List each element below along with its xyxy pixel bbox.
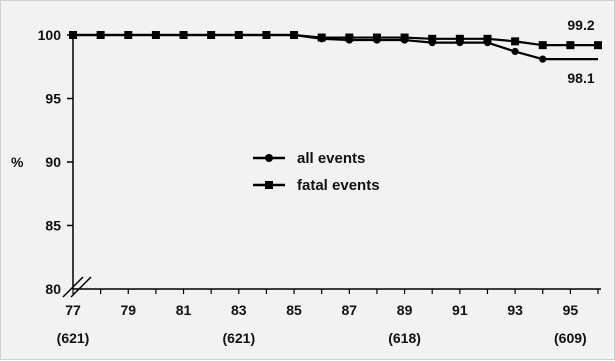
x-tick-label: 87 [342,302,358,318]
x-tick-label: 85 [286,302,302,318]
point-fatal-events [290,31,299,39]
point-fatal-events [262,31,271,39]
x-tick-label: 93 [507,302,523,318]
y-tick-label: 90 [45,154,61,170]
x-tick-label: 83 [231,302,247,318]
point-fatal-events [345,33,354,42]
end-label-fatal-events: 99.2 [567,17,594,33]
axis-break-mark [70,276,92,298]
sample-size-label: (609) [554,330,587,346]
point-fatal-events [566,41,575,50]
point-fatal-events [483,34,492,43]
x-tick-label: 91 [452,302,468,318]
series-line-fatal-events [73,33,598,47]
sample-size-labels: (621) (621) (618) (609) [57,330,587,346]
point-fatal-events [594,41,602,50]
axis-break-mark [62,276,84,298]
point-fatal-events [234,31,243,39]
point-fatal-events [538,41,547,50]
end-label-all-events: 98.1 [567,70,594,86]
point-fatal-events [400,33,409,42]
legend-label-all-events: all events [297,150,365,167]
x-tick-label: 95 [563,302,579,318]
legend-label-fatal-events: fatal events [297,177,380,194]
point-fatal-events [455,34,464,43]
y-tick-label: 85 [45,218,61,234]
sample-size-label: (621) [57,330,90,346]
axis-break [62,276,92,298]
x-tick-label: 79 [120,302,136,318]
point-fatal-events [372,33,381,42]
y-tick-label: 80 [45,281,61,297]
point-fatal-events [124,31,133,39]
point-fatal-events [511,37,520,46]
point-fatal-events [69,31,77,39]
x-tick-label: 81 [176,302,192,318]
point-all-events [539,55,547,63]
point-fatal-events [207,31,216,39]
sample-size-label: (621) [222,330,255,346]
x-ticks: 77 79 81 83 85 87 89 91 93 95 [65,289,599,318]
y-axis-label: % [11,154,24,170]
x-tick-label: 77 [65,302,81,318]
sample-size-label: (618) [388,330,421,346]
point-fatal-events [428,34,437,43]
point-fatal-events [179,31,188,39]
y-tick-label: 95 [45,91,61,107]
point-fatal-events [317,33,326,42]
point-fatal-events [151,31,160,39]
x-tick-label: 89 [397,302,413,318]
legend-marker-fatal-events [265,181,273,189]
series-lines [69,31,602,63]
legend-marker-all-events [265,154,273,162]
y-tick-label: 100 [38,27,62,43]
y-ticks: 80 85 90 95 100 [38,27,73,297]
point-fatal-events [96,31,105,39]
point-all-events [511,47,519,56]
legend: all events fatal events [253,150,380,194]
